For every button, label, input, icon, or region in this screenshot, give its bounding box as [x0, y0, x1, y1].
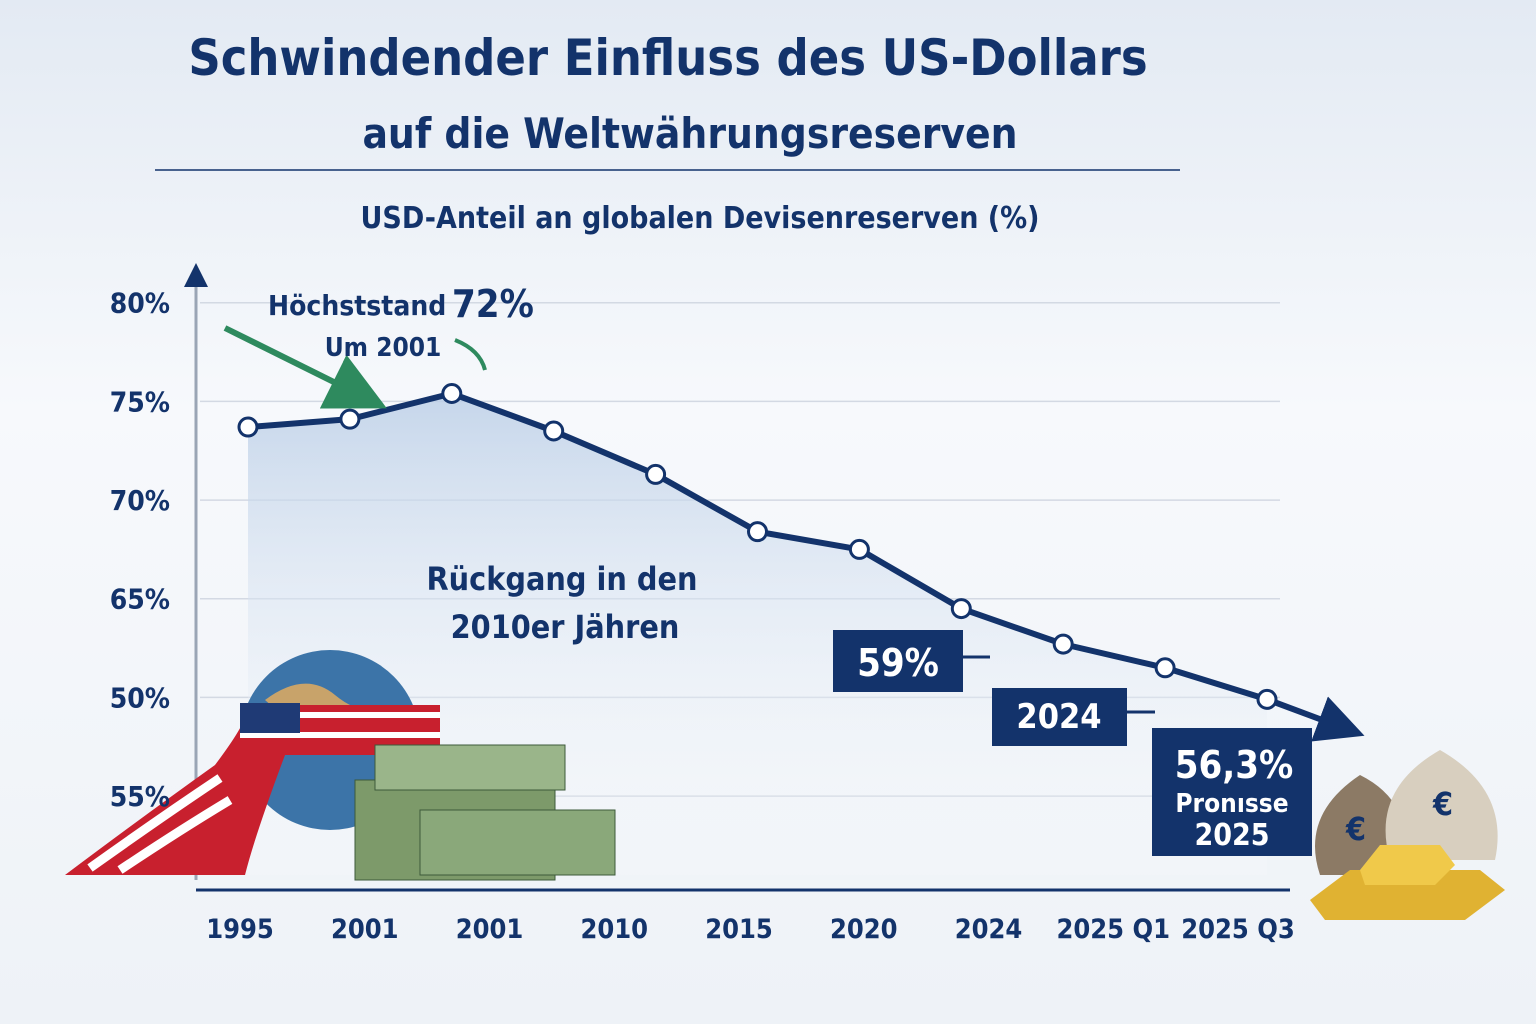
money — [374, 744, 566, 791]
title: Schwindender Einfluss des US-Dollars — [188, 29, 1147, 87]
euro-icon: € — [1432, 785, 1453, 823]
annotation: Um 2001 — [325, 333, 442, 363]
flag-canton — [240, 703, 300, 733]
annotation-arrow — [454, 338, 487, 371]
point — [848, 538, 870, 560]
x-tick-label: 2001 — [456, 914, 524, 945]
x-tick-label: 2024 — [955, 914, 1023, 945]
label-text: 56,3% — [1175, 743, 1294, 787]
y-tick-label: 80% — [110, 287, 170, 320]
x-tick-label: 2015 — [705, 914, 773, 945]
x-tick-label: 2010 — [580, 914, 648, 945]
x-tick-label: 2001 — [331, 914, 399, 945]
euro-icon: € — [1345, 810, 1366, 848]
title-line2: auf die Weltwährungsreserven — [362, 109, 1017, 158]
point — [950, 598, 972, 620]
label-text: 59% — [857, 641, 939, 685]
y-tick-label: 75% — [110, 385, 170, 418]
gold — [1310, 870, 1505, 920]
bag — [1385, 750, 1498, 860]
label-box — [833, 630, 963, 692]
gold — [1360, 845, 1455, 885]
point — [747, 521, 768, 543]
flag-stripes — [87, 774, 233, 874]
label-box — [1152, 728, 1312, 856]
x-tick-label: 1995 — [206, 914, 274, 945]
point — [1052, 633, 1074, 655]
point — [1154, 657, 1176, 679]
label-text: Pronısse — [1175, 789, 1288, 819]
annotation: Höchststand — [268, 289, 446, 322]
annotation-arrow — [223, 325, 387, 409]
point — [339, 408, 361, 430]
trend-arrow — [1265, 696, 1365, 742]
x-tick-label: 2025 Q3 — [1181, 914, 1295, 945]
point — [645, 463, 667, 485]
decoration: € € — [65, 650, 1505, 920]
annotation: 2010er Jähren — [451, 608, 680, 646]
y-tick-label: 65% — [110, 583, 170, 616]
money — [419, 809, 616, 876]
subtitle: USD-Anteil an globalen Devisenreserven (… — [360, 201, 1039, 236]
point — [237, 416, 259, 438]
y-tick-label: 55% — [110, 780, 170, 813]
point — [543, 420, 565, 442]
point — [441, 383, 463, 405]
annotation: 72% — [452, 282, 534, 326]
label-text: 2025 — [1194, 818, 1269, 853]
x-tick-label: 2020 — [830, 914, 898, 945]
x-tick-label: 2025 Q1 — [1056, 914, 1170, 945]
annotation: Rückgang in den — [426, 560, 697, 598]
y-tick-label: 50% — [110, 681, 170, 714]
label-box — [992, 688, 1127, 746]
y-tick-label: 70% — [110, 484, 170, 517]
point — [1256, 688, 1278, 710]
flag — [65, 715, 285, 875]
label-text: 2024 — [1016, 697, 1101, 737]
